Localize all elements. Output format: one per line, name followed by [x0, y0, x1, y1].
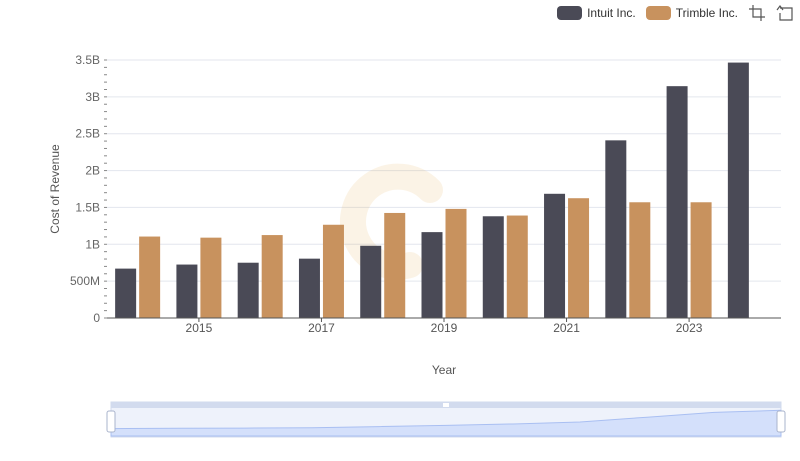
legend-swatch-intuit [557, 6, 583, 20]
bar-intuit-2020[interactable] [482, 216, 504, 318]
legend-item-trimble[interactable]: Trimble Inc. [645, 6, 738, 20]
y-tick-label: 2.5B [75, 127, 100, 141]
zoom-slider-grip[interactable] [443, 403, 449, 407]
x-tick-label: 2015 [186, 321, 213, 335]
y-tick-label: 1.5B [75, 200, 100, 214]
bar-intuit-2022[interactable] [605, 140, 627, 318]
x-tick-label: 2019 [431, 321, 458, 335]
y-tick-label: 0 [93, 311, 100, 325]
y-tick-label: 3B [85, 90, 100, 104]
bar-trimble-2015[interactable] [200, 237, 222, 318]
y-axis-label: Cost of Revenue [48, 144, 62, 234]
y-tick-label: 3.5B [75, 53, 100, 67]
bar-intuit-2021[interactable] [544, 193, 566, 318]
bar-intuit-2024[interactable] [727, 62, 749, 318]
bar-trimble-2017[interactable] [322, 224, 344, 318]
bar-intuit-2015[interactable] [176, 264, 198, 318]
bar-trimble-2021[interactable] [568, 198, 590, 318]
y-tick-label: 500M [70, 274, 100, 288]
zoom-handle-right[interactable] [776, 410, 786, 433]
bar-trimble-2022[interactable] [629, 202, 651, 318]
zoom-slider[interactable] [106, 401, 786, 438]
x-tick-label: 2017 [308, 321, 335, 335]
bar-intuit-2014[interactable] [115, 268, 137, 318]
legend-swatch-trimble [645, 6, 671, 20]
bar-intuit-2019[interactable] [421, 232, 443, 318]
zoom-slider-preview [110, 409, 782, 437]
zoom-icon[interactable] [748, 4, 766, 22]
bar-trimble-2018[interactable] [384, 212, 406, 318]
legend: Intuit Inc. Trimble Inc. [557, 4, 794, 22]
legend-label-trimble: Trimble Inc. [675, 6, 738, 20]
zoom-handle-left[interactable] [106, 410, 116, 433]
bar-intuit-2017[interactable] [298, 258, 320, 318]
bar-trimble-2016[interactable] [261, 235, 283, 318]
y-tick-label: 2B [85, 164, 100, 178]
watermark-logo [340, 163, 443, 280]
y-tick-label: 1B [85, 237, 100, 251]
bar-trimble-2020[interactable] [506, 215, 528, 318]
bars [115, 62, 749, 318]
bar-trimble-2019[interactable] [445, 208, 467, 318]
bar-trimble-2023[interactable] [690, 202, 712, 318]
x-tick-labels: 2015 2017 2019 2021 2023 [186, 321, 703, 335]
x-tick-label: 2023 [676, 321, 703, 335]
legend-item-intuit[interactable]: Intuit Inc. [557, 6, 636, 20]
legend-label-intuit: Intuit Inc. [587, 6, 636, 20]
bar-trimble-2014[interactable] [139, 236, 161, 318]
axes [104, 59, 781, 322]
bar-intuit-2016[interactable] [237, 262, 259, 318]
x-tick-label: 2021 [553, 321, 580, 335]
bar-intuit-2018[interactable] [360, 245, 382, 318]
y-tick-labels: 0 500M 1B 1.5B 2B 2.5B 3B 3.5B [70, 53, 100, 325]
x-axis-label: Year [432, 363, 456, 377]
bar-intuit-2023[interactable] [666, 86, 688, 318]
restore-icon[interactable] [776, 4, 794, 22]
